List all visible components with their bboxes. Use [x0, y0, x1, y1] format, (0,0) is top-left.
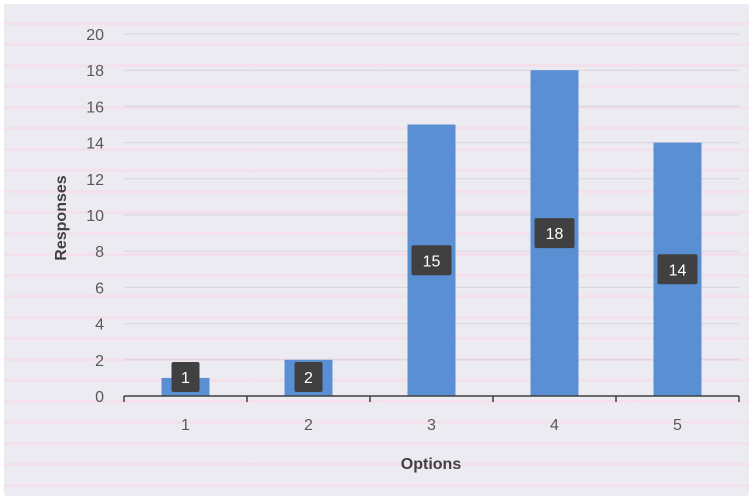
y-tick-label: 18 — [86, 63, 104, 80]
data-label-box — [657, 254, 698, 285]
data-label: 2 — [304, 370, 313, 387]
y-tick-label: 6 — [95, 280, 104, 297]
data-label: 1 — [181, 370, 190, 387]
y-tick-label: 0 — [95, 389, 104, 406]
y-tick-label: 4 — [95, 317, 104, 334]
y-tick-label: 12 — [86, 172, 104, 189]
x-tick-label: 1 — [181, 417, 190, 434]
x-tick-label: 4 — [550, 417, 559, 434]
x-axis-title: Options — [401, 456, 462, 473]
x-tick-label: 3 — [427, 417, 436, 434]
y-axis-title: Responses — [53, 175, 70, 260]
x-tick-label: 5 — [673, 417, 682, 434]
data-label: 15 — [423, 253, 441, 270]
y-tick-label: 16 — [86, 99, 104, 116]
y-tick-label: 14 — [86, 136, 104, 153]
x-tick-label: 2 — [304, 417, 313, 434]
y-tick-label: 2 — [95, 353, 104, 370]
y-tick-label: 8 — [95, 244, 104, 261]
bars — [161, 70, 702, 396]
data-label-box — [171, 362, 200, 392]
data-label: 18 — [546, 226, 564, 243]
data-label-box — [534, 218, 575, 249]
data-label-box — [294, 362, 323, 392]
chart-card: 0 2 4 6 8 10 12 14 16 18 20 1 2 3 4 5 1 2 15 18 14 Response… — [4, 4, 749, 496]
y-tick-label: 10 — [86, 208, 104, 225]
y-tick-label: 20 — [86, 27, 104, 44]
data-label-box — [411, 245, 452, 276]
data-label: 14 — [669, 262, 687, 279]
